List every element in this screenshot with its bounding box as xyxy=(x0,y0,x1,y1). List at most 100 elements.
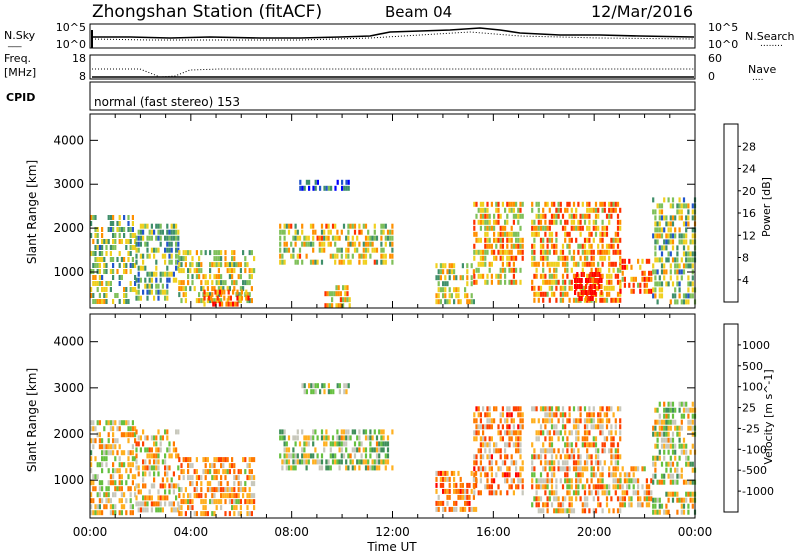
power-cell-r12 xyxy=(665,221,668,227)
velocity-cell-r7 xyxy=(537,454,540,460)
power-cell-r4 xyxy=(364,235,368,241)
power-cell-r1 xyxy=(150,235,153,241)
power-cell-r9 xyxy=(610,201,613,207)
power-cell-r7 xyxy=(437,287,440,293)
power-cell-r8 xyxy=(504,231,507,237)
velocity-cell-r2 xyxy=(189,499,192,505)
velocity-cell-r2 xyxy=(244,499,247,505)
velocity-cell-r0 xyxy=(96,504,99,510)
velocity-cell-r2 xyxy=(187,463,190,469)
power-cell-r4 xyxy=(358,223,361,229)
power-cell-r10 xyxy=(589,296,592,301)
power-cell-r12 xyxy=(665,269,668,275)
velocity-cell-r7 xyxy=(561,418,565,424)
power-cell-r5 xyxy=(319,185,322,191)
velocity-cell-r3 xyxy=(340,453,343,459)
power-cell-r1 xyxy=(155,283,158,289)
velocity-cell-r3 xyxy=(292,465,295,471)
power-cell-r1 xyxy=(137,277,140,283)
velocity-cell-r9 xyxy=(665,431,668,437)
power-cell-r8 xyxy=(484,231,487,237)
velocity-cell-r3 xyxy=(369,453,372,459)
velocity-cell-r4 xyxy=(323,383,326,389)
power-cell-r12 xyxy=(656,221,659,227)
velocity-cell-r2 xyxy=(217,487,220,493)
power-cell-r12 xyxy=(669,263,672,269)
power-cell-r1 xyxy=(168,247,171,253)
velocity-cell-r7 xyxy=(590,418,593,424)
velocity-xtick-label-6: 00:00 xyxy=(678,525,713,539)
velocity-cell-r3 xyxy=(329,465,332,471)
velocity-cell-r7 xyxy=(586,442,589,448)
velocity-cell-r3 xyxy=(369,447,372,453)
power-cell-r4 xyxy=(334,223,337,229)
power-cell-r1 xyxy=(137,247,140,253)
power-cell-r1 xyxy=(170,223,173,229)
velocity-cell-r7 xyxy=(612,484,615,490)
power-cell-r7 xyxy=(457,293,460,299)
velocity-cell-r7 xyxy=(597,460,600,466)
velocity-cell-r3 xyxy=(386,453,390,459)
power-cell-r1 xyxy=(153,253,156,259)
velocity-cell-r7 xyxy=(601,448,604,454)
power-cell-r1 xyxy=(137,283,140,289)
power-cell-r1 xyxy=(150,247,153,253)
velocity-cell-r2 xyxy=(248,499,251,505)
velocity-cell-r7 xyxy=(601,490,604,496)
velocity-cell-r9 xyxy=(674,491,677,497)
velocity-cell-r6 xyxy=(506,412,509,418)
velocity-cell-r9 xyxy=(667,443,670,449)
power-cell-r9 xyxy=(597,213,600,219)
power-cell-r7 xyxy=(446,269,449,275)
power-cell-r9 xyxy=(544,219,547,225)
velocity-cell-r7 xyxy=(614,472,617,478)
velocity-cell-r0 xyxy=(112,492,115,498)
velocity-cell-r7 xyxy=(557,466,560,472)
power-cell-r12 xyxy=(663,197,666,203)
power-cell-r3 xyxy=(232,289,235,295)
velocity-cell-r2 xyxy=(228,463,231,469)
power-cell-r2 xyxy=(215,262,218,268)
power-cell-r9 xyxy=(555,279,558,285)
power-cell-r12 xyxy=(678,209,681,215)
power-cell-r4 xyxy=(303,241,306,247)
power-cell-r8 xyxy=(517,219,520,225)
velocity-cell-r6 xyxy=(499,436,502,442)
power-cell-r8 xyxy=(486,279,489,285)
velocity-cell-r2 xyxy=(195,469,198,475)
velocity-cell-r7 xyxy=(590,424,593,430)
power-cell-r9 xyxy=(568,201,571,207)
velocity-cell-r2 xyxy=(180,463,183,469)
velocity-cell-r7 xyxy=(564,412,567,418)
velocity-cell-r3 xyxy=(336,459,339,465)
power-cell-r12 xyxy=(674,215,677,221)
velocity-cell-r2 xyxy=(189,493,192,499)
power-cell-r2 xyxy=(204,274,207,280)
velocity-cell-r7 xyxy=(581,508,584,514)
velocity-cell-r9 xyxy=(654,473,657,479)
velocity-cell-r3 xyxy=(334,441,337,447)
power-cell-r9 xyxy=(572,255,576,261)
velocity-cell-r0 xyxy=(114,480,117,486)
velocity-cell-r2 xyxy=(253,475,256,481)
power-cell-r4 xyxy=(296,229,299,235)
power-cell-r11 xyxy=(648,270,651,276)
velocity-cell-r7 xyxy=(603,448,606,454)
velocity-cell-r6 xyxy=(482,466,485,472)
power-cell-r9 xyxy=(603,255,606,261)
velocity-cell-r9 xyxy=(691,413,694,419)
power-cell-r2 xyxy=(189,250,192,256)
power-cell-r4 xyxy=(290,223,293,229)
velocity-cell-r0 xyxy=(96,432,99,438)
power-cell-r4 xyxy=(316,235,319,241)
power-cell-r9 xyxy=(612,207,615,213)
power-cell-r12 xyxy=(691,203,694,209)
power-cell-r8 xyxy=(486,249,489,255)
power-cell-r1 xyxy=(153,295,156,301)
velocity-cell-r5 xyxy=(437,506,440,512)
velocity-cell-r6 xyxy=(515,442,518,448)
velocity-cell-r4 xyxy=(345,383,348,389)
velocity-cell-r6 xyxy=(486,418,489,424)
power-cell-r9 xyxy=(616,267,620,273)
power-cell-r12 xyxy=(676,203,679,209)
